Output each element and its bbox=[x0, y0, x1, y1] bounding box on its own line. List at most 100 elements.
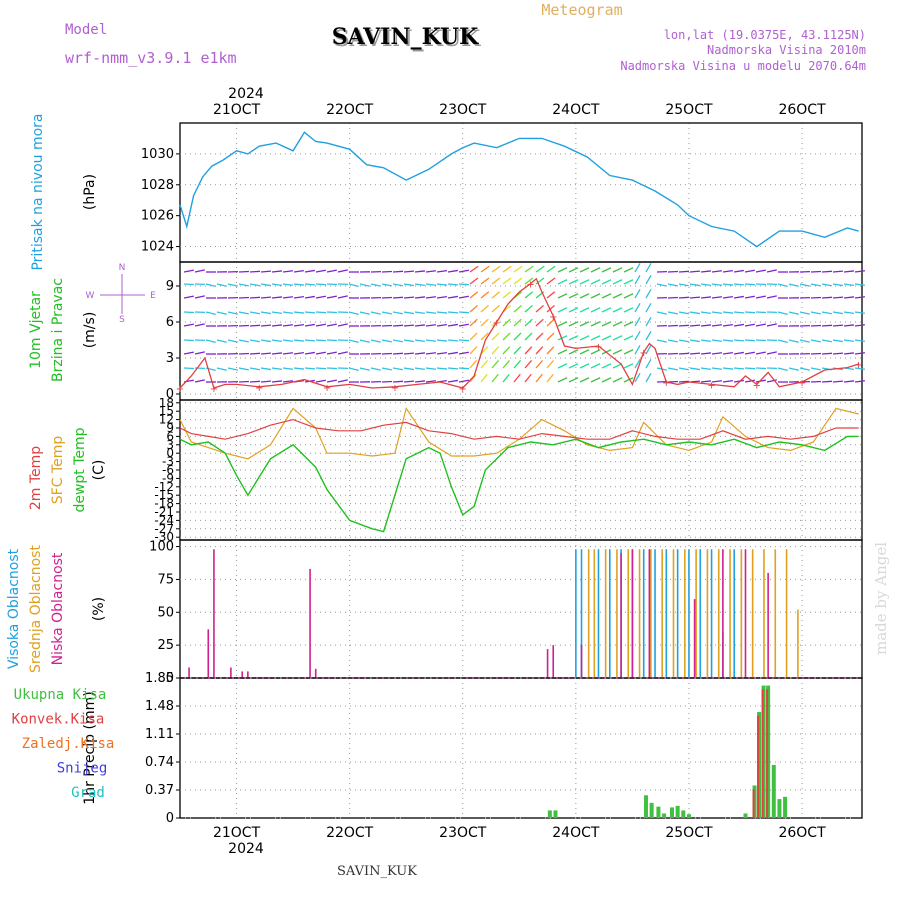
wind-arrow bbox=[722, 283, 734, 286]
wind-arrow bbox=[271, 270, 283, 273]
wind-arrow bbox=[260, 270, 272, 273]
wind-arrow bbox=[304, 351, 315, 355]
wind-arrow bbox=[480, 318, 489, 327]
wind-arrow bbox=[557, 377, 568, 383]
wind-arrow bbox=[568, 349, 579, 355]
wind-arrow bbox=[436, 269, 447, 273]
wind-arrow bbox=[535, 332, 544, 341]
wind-arrow bbox=[667, 339, 678, 343]
wind-arrow bbox=[546, 318, 555, 327]
wind-arrow bbox=[491, 332, 500, 341]
wind-arrow bbox=[590, 293, 601, 299]
y-tick-label: 12 bbox=[159, 413, 174, 427]
wind-arrow bbox=[304, 283, 316, 286]
wind-arrow bbox=[722, 351, 733, 355]
total-rain-bar bbox=[649, 802, 654, 818]
wind-arrow bbox=[403, 283, 414, 287]
wind-arrow bbox=[271, 296, 283, 299]
y-tick-label: 18 bbox=[159, 396, 174, 410]
wind-arrow bbox=[348, 311, 359, 316]
wind-arrow bbox=[502, 291, 512, 299]
wind-arrow bbox=[381, 352, 393, 355]
wind-arrow bbox=[271, 380, 283, 383]
wind-arrow bbox=[733, 339, 745, 342]
x-tick-label-top: 21OCT bbox=[213, 102, 261, 118]
wind-arrow bbox=[766, 379, 777, 383]
wind-arrow bbox=[414, 380, 426, 383]
wind-arrow bbox=[623, 377, 634, 383]
conv-rain-bar bbox=[752, 789, 755, 818]
wind-arrow bbox=[304, 323, 315, 327]
wind-arrow bbox=[524, 318, 533, 327]
wind-arrow bbox=[502, 277, 512, 285]
wind-arrow bbox=[612, 267, 623, 273]
y-tick-label: -6 bbox=[162, 463, 174, 477]
wind-arrow bbox=[282, 311, 294, 314]
wind-arrow bbox=[381, 380, 393, 383]
wind-arrow bbox=[546, 332, 555, 341]
model-name: wrf-nmm_v3.9.1 e1km bbox=[65, 49, 237, 67]
cloud-unit: (%) bbox=[91, 597, 107, 621]
wind-arrow bbox=[744, 311, 756, 314]
wind-arrow bbox=[282, 324, 294, 327]
wind-arrow bbox=[722, 339, 734, 342]
y-tick-label: 1.11 bbox=[145, 727, 174, 742]
wind-arrow bbox=[612, 377, 623, 383]
wind-arrow bbox=[326, 311, 338, 314]
wind-arrow bbox=[634, 289, 641, 299]
wind-arrow bbox=[524, 360, 533, 369]
wind-speed-marker: + bbox=[662, 378, 670, 389]
wind-arrow bbox=[216, 283, 227, 287]
wind-arrow bbox=[469, 318, 478, 327]
wind-arrow bbox=[711, 380, 723, 383]
wind-arrow bbox=[183, 323, 194, 327]
wind-arrow bbox=[348, 339, 359, 344]
wind-arrow bbox=[623, 321, 634, 327]
wind-arrow bbox=[590, 267, 601, 273]
wind-arrow bbox=[238, 296, 250, 299]
wind-arrow bbox=[645, 317, 652, 327]
wind-arrow bbox=[205, 311, 216, 316]
wind-arrow bbox=[491, 360, 500, 369]
wind-arrow bbox=[645, 275, 652, 285]
wind-arrow bbox=[810, 380, 822, 383]
wind-arrow bbox=[502, 265, 512, 273]
wind-arrow bbox=[832, 270, 844, 273]
wind-arrow bbox=[282, 352, 294, 355]
wind-arrow bbox=[722, 311, 734, 314]
wind-arrow bbox=[392, 367, 403, 371]
wind-arrow bbox=[810, 367, 821, 371]
y-tick-label: -27 bbox=[154, 522, 174, 536]
wind-arrow bbox=[480, 304, 489, 313]
wind-arrow bbox=[414, 352, 426, 355]
wind-arrow bbox=[447, 367, 459, 370]
wind-arrow bbox=[469, 265, 479, 273]
y-tick-label: -21 bbox=[154, 505, 174, 519]
wind-speed-marker: + bbox=[391, 383, 399, 394]
wind-arrow bbox=[469, 346, 478, 355]
wind-arrow bbox=[832, 324, 844, 327]
wind-arrow bbox=[337, 269, 348, 273]
y-tick-label: 1026 bbox=[141, 209, 174, 224]
meteogram-title: Meteogram bbox=[541, 1, 622, 19]
wind-arrow bbox=[425, 367, 437, 370]
wind-arrow bbox=[689, 367, 700, 371]
wind-arrow bbox=[436, 323, 447, 327]
wind-arrow bbox=[183, 311, 195, 314]
wind-arrow bbox=[392, 380, 404, 383]
wind-arrow bbox=[271, 311, 282, 315]
wind-arrow bbox=[590, 363, 601, 369]
y-tick-label: 3 bbox=[166, 351, 174, 366]
compass-n: N bbox=[119, 263, 126, 273]
wind-arrow bbox=[689, 339, 700, 343]
wind-arrow bbox=[502, 318, 511, 327]
wind-arrow bbox=[854, 311, 866, 314]
wind-arrow bbox=[315, 379, 326, 383]
wind-arrow bbox=[326, 379, 337, 383]
wind-arrow bbox=[601, 307, 612, 313]
wind-arrow bbox=[843, 311, 854, 315]
wind-arrow bbox=[788, 283, 799, 287]
total-rain-bar bbox=[743, 813, 748, 818]
wind-arrow bbox=[634, 359, 641, 369]
wind-arrow bbox=[502, 332, 511, 341]
